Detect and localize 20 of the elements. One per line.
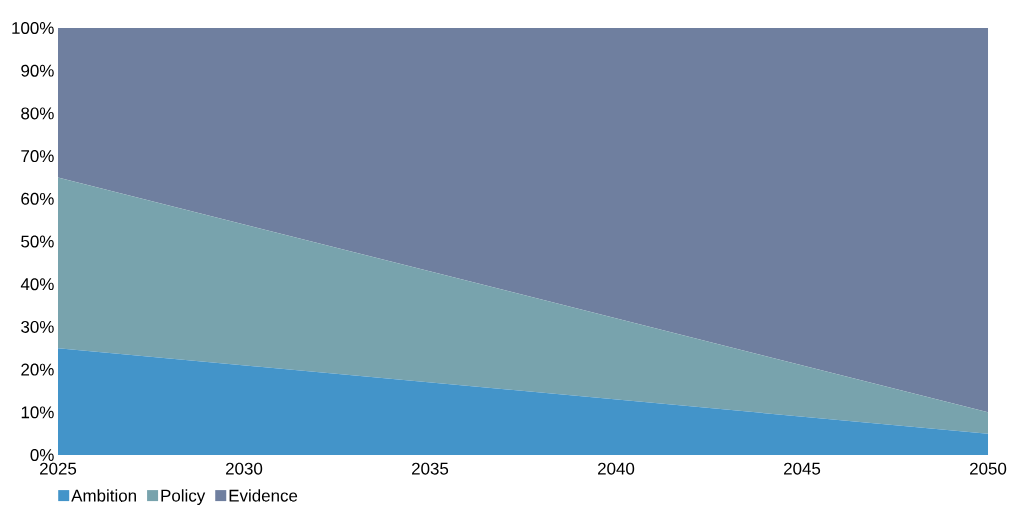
x-tick-label: 2025 — [40, 462, 77, 475]
x-tick-label: 2030 — [226, 462, 263, 475]
x-tick-label: 2035 — [412, 462, 449, 475]
y-tick-label: 80% — [21, 107, 54, 120]
y-tick-label: 30% — [21, 320, 54, 333]
y-tick-label: 60% — [21, 192, 54, 205]
y-tick-label: 10% — [21, 406, 54, 419]
y-tick-label: 0% — [30, 449, 54, 461]
x-tick-label: 2045 — [784, 462, 821, 475]
legend-label: Evidence — [229, 489, 298, 502]
legend-label: Policy — [161, 489, 206, 505]
y-tick-label: 90% — [21, 64, 54, 77]
y-tick-label: 20% — [21, 363, 54, 376]
y-tick-label: 50% — [21, 235, 54, 248]
legend-label: Ambition — [71, 489, 136, 502]
y-tick-label: 40% — [20, 278, 54, 291]
y-tick-label: 100% — [12, 22, 54, 34]
x-tick-label: 2040 — [598, 462, 635, 475]
x-tick-label: 2050 — [970, 462, 1007, 475]
y-tick-label: 70% — [21, 150, 54, 163]
